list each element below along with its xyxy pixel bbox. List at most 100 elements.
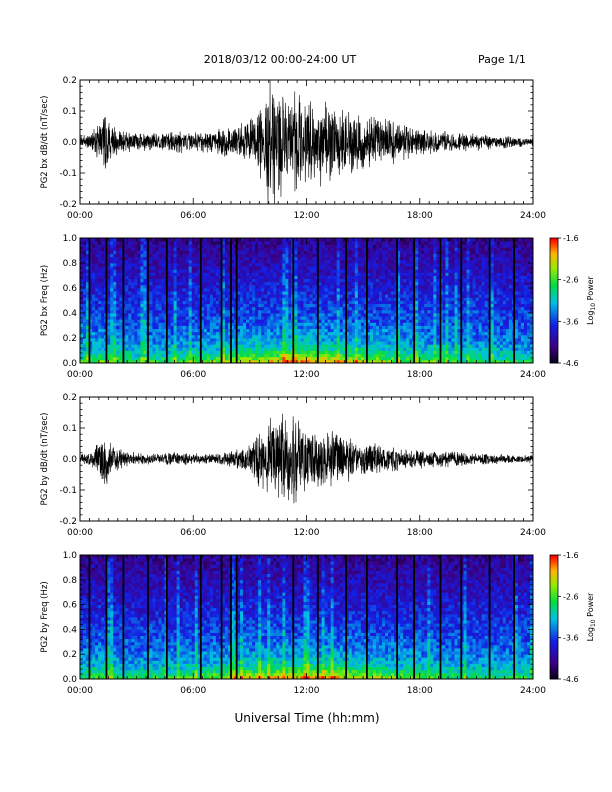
y-axis-label: PG2 bx Freq (Hz) bbox=[40, 265, 50, 336]
y-tick-label: 0.2 bbox=[63, 334, 77, 344]
data-gap-line bbox=[439, 238, 442, 363]
colorbar-tick-label: -3.6 bbox=[563, 317, 579, 326]
x-tick-label: 18:00 bbox=[407, 686, 433, 696]
y-tick-label: 0.2 bbox=[63, 393, 77, 403]
data-gap-line bbox=[165, 238, 168, 363]
y-tick-label: 0.0 bbox=[63, 675, 78, 685]
data-gap-line bbox=[122, 555, 125, 679]
x-tick-label: 24:00 bbox=[520, 686, 546, 696]
data-gap-line bbox=[230, 555, 232, 679]
y-axis-label: PG2 by dB/dt (nT/sec) bbox=[40, 413, 50, 506]
page-number: Page 1/1 bbox=[478, 53, 526, 66]
data-gap-line bbox=[147, 555, 149, 679]
y-tick-label: 0.2 bbox=[63, 76, 77, 86]
y-axis-label: PG2 bx dB/dt (nT/sec) bbox=[40, 96, 50, 189]
data-gap-line bbox=[147, 238, 149, 363]
y-tick-label: 0.6 bbox=[63, 284, 78, 294]
page-title: 2018/03/12 00:00-24:00 UT bbox=[203, 53, 357, 66]
x-tick-label: 24:00 bbox=[520, 370, 546, 380]
colorbar-tick-label: -1.6 bbox=[563, 234, 579, 243]
y-tick-label: 1.0 bbox=[63, 234, 78, 244]
data-gap-line bbox=[235, 238, 238, 363]
data-gap-line bbox=[513, 555, 516, 679]
x-tick-label: 06:00 bbox=[180, 370, 206, 380]
x-tick-label: 06:00 bbox=[180, 528, 206, 538]
data-gap-line bbox=[413, 555, 415, 679]
x-tick-label: 12:00 bbox=[294, 370, 320, 380]
x-tick-label: 00:00 bbox=[67, 528, 93, 538]
y-tick-label: -0.1 bbox=[59, 169, 77, 179]
y-tick-label: -0.1 bbox=[59, 486, 77, 496]
data-gap-line bbox=[488, 238, 491, 363]
data-gap-line bbox=[316, 238, 319, 363]
data-gap-line bbox=[105, 238, 108, 363]
data-gap-line bbox=[292, 238, 295, 363]
data-gap-line bbox=[88, 555, 91, 679]
spectrogram bbox=[80, 238, 534, 364]
data-gap-line bbox=[122, 238, 125, 363]
colorbar-frame bbox=[549, 237, 559, 364]
y-tick-label: 0.2 bbox=[63, 650, 77, 660]
x-tick-label: 24:00 bbox=[520, 528, 546, 538]
x-tick-label: 00:00 bbox=[67, 211, 93, 221]
colorbar-label: Log10 Power bbox=[586, 275, 597, 324]
data-gap-line bbox=[439, 555, 442, 679]
data-gap-line bbox=[345, 238, 348, 363]
data-gap-line bbox=[235, 555, 238, 679]
colorbar-label: Log10 Power bbox=[586, 592, 597, 641]
colorbar-tick-label: -4.6 bbox=[563, 675, 579, 684]
x-tick-label: 00:00 bbox=[67, 686, 93, 696]
data-gap-line bbox=[220, 238, 223, 363]
spectrogram bbox=[80, 555, 534, 680]
x-tick-label: 24:00 bbox=[520, 211, 546, 221]
y-tick-label: 0.8 bbox=[63, 259, 78, 269]
y-tick-label: -0.2 bbox=[59, 517, 77, 527]
x-tick-label: 06:00 bbox=[180, 686, 206, 696]
data-gap-line bbox=[345, 555, 348, 679]
x-tick-label: 18:00 bbox=[407, 370, 433, 380]
waveform-trace bbox=[80, 413, 533, 504]
x-tick-label: 00:00 bbox=[67, 370, 93, 380]
y-tick-label: 0.8 bbox=[63, 576, 78, 586]
data-gap-line bbox=[396, 555, 398, 679]
y-tick-label: 1.0 bbox=[63, 551, 78, 561]
panel-4: -1.6 -2.6 -3.6 -4.6 Log10 Power 00:00 06:00 12:… bbox=[40, 551, 597, 696]
data-gap-line bbox=[199, 238, 202, 363]
data-gap-line bbox=[488, 555, 491, 679]
waveform-trace bbox=[80, 80, 533, 204]
colorbar-tick-label: -3.6 bbox=[563, 634, 579, 643]
data-gap-line bbox=[366, 238, 368, 363]
y-axis-label: PG2 by Freq (Hz) bbox=[40, 581, 50, 652]
data-gap-line bbox=[165, 555, 168, 679]
data-gap-line bbox=[460, 238, 463, 363]
data-gap-line bbox=[292, 555, 295, 679]
y-tick-label: 0.6 bbox=[63, 601, 78, 611]
x-axis-title: Universal Time (hh:mm) bbox=[234, 711, 380, 725]
panel-2: -1.6 -2.6 -3.6 -4.6 Log10 Power 00:00 06:00 12:… bbox=[40, 234, 597, 380]
panel-3: 00:00 06:00 12:00 18:00 24:00 -0.2 -0.1 0.0 0.1 0… bbox=[40, 393, 546, 538]
data-gap-line bbox=[460, 555, 463, 679]
colorbar: -1.6 -2.6 -3.6 -4.6 Log10 Power bbox=[549, 234, 597, 368]
data-gap-line bbox=[413, 238, 415, 363]
data-gap-line bbox=[366, 555, 368, 679]
y-tick-label: -0.2 bbox=[59, 200, 77, 210]
data-gap-line bbox=[513, 238, 516, 363]
data-gap-line bbox=[316, 555, 319, 679]
x-tick-label: 12:00 bbox=[294, 686, 320, 696]
y-tick-label: 0.4 bbox=[63, 625, 78, 635]
y-tick-label: 0.0 bbox=[63, 138, 78, 148]
colorbar-frame bbox=[549, 554, 559, 680]
x-tick-label: 12:00 bbox=[294, 211, 320, 221]
colorbar: -1.6 -2.6 -3.6 -4.6 Log10 Power bbox=[549, 551, 597, 684]
data-gap-line bbox=[88, 238, 91, 363]
panel-1: 00:00 06:00 12:00 18:00 24:00 -0.2 -0.1 0.0 0.1 0… bbox=[40, 76, 546, 221]
data-gap-line bbox=[396, 238, 398, 363]
colorbar-tick-label: -1.6 bbox=[563, 551, 579, 560]
data-gap-line bbox=[230, 238, 232, 363]
y-tick-label: 0.1 bbox=[63, 107, 77, 117]
x-tick-label: 12:00 bbox=[294, 528, 320, 538]
x-tick-label: 18:00 bbox=[407, 211, 433, 221]
y-tick-label: 0.0 bbox=[63, 455, 78, 465]
colorbar-tick-label: -2.6 bbox=[563, 592, 579, 601]
